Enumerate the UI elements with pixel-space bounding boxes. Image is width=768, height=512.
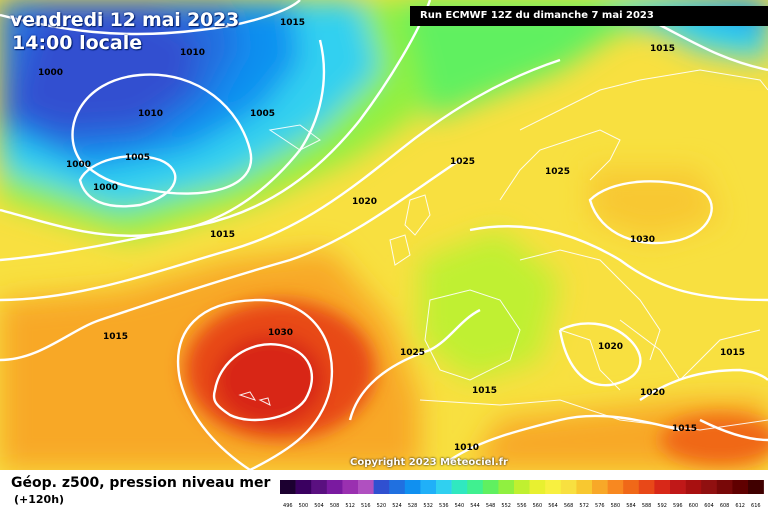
legend-tick-label: 580 <box>611 503 621 509</box>
legend-tick-label: 568 <box>564 503 574 509</box>
isobar-value-label: 1015 <box>672 424 697 434</box>
legend-tick-label: 600 <box>689 503 699 509</box>
model-run-info: Run ECMWF 12Z du dimanche 7 mai 2023 <box>410 6 768 26</box>
isobar-value-label: 1015 <box>650 44 675 54</box>
legend-tick-label: 592 <box>657 503 667 509</box>
legend-tick-label: 516 <box>361 503 371 509</box>
isobar-value-label: 1015 <box>472 386 497 396</box>
legend-tick-label: 612 <box>735 503 745 509</box>
forecast-lead-time: (+120h) <box>14 493 65 506</box>
legend-color-swatch <box>482 480 499 494</box>
legend-tick-label: 504 <box>314 503 324 509</box>
legend-tick-label: 520 <box>377 503 387 509</box>
legend-tick-label: 616 <box>751 503 761 509</box>
isobar-value-label: 1010 <box>180 48 205 58</box>
isobar-value-label: 1020 <box>352 197 377 207</box>
isobar-value-label: 1000 <box>66 160 91 170</box>
legend-color-swatch <box>701 480 718 494</box>
isobar-value-label: 1005 <box>125 153 150 163</box>
legend-tick-label: 556 <box>517 503 527 509</box>
forecast-time: 14:00 locale <box>12 32 143 54</box>
isobar-value-label: 1015 <box>280 18 305 28</box>
legend-tick-label: 536 <box>439 503 449 509</box>
isobars <box>0 0 768 470</box>
legend-tick-label: 532 <box>423 503 433 509</box>
legend-color-swatch <box>467 480 484 494</box>
forecast-date: vendredi 12 mai 2023 <box>10 9 240 31</box>
legend-color-swatch <box>748 480 764 494</box>
legend-color-swatch <box>623 480 640 494</box>
legend-color-swatch <box>514 480 530 494</box>
legend-tick-label: 564 <box>548 503 558 509</box>
legend-color-swatch <box>670 480 686 494</box>
legend-tick-label: 544 <box>470 503 480 509</box>
copyright-notice: Copyright 2023 Meteociel.fr <box>350 457 508 468</box>
legend-tick-label: 584 <box>626 503 636 509</box>
weather-map: 1015 1010 1000 1010 1005 1000 1005 1000 1015 1020… <box>0 0 768 470</box>
isobar-value-label: 1020 <box>640 388 665 398</box>
legend-color-swatch <box>545 480 562 494</box>
legend-tick-label: 608 <box>720 503 730 509</box>
legend-tick-label: 508 <box>330 503 340 509</box>
legend-color-swatch <box>420 480 437 494</box>
legend-tick-label: 576 <box>595 503 605 509</box>
legend-tick-label: 524 <box>392 503 402 509</box>
legend-color-swatch <box>311 480 328 494</box>
isobar-value-label: 1010 <box>138 109 163 119</box>
legend-color-swatch <box>389 480 406 494</box>
legend-tick-label: 572 <box>579 503 589 509</box>
legend-color-swatch <box>638 480 655 494</box>
legend-tick-label: 548 <box>486 503 496 509</box>
isobar-value-label: 1010 <box>454 443 479 453</box>
legend-color-swatch <box>358 480 374 494</box>
legend-color-swatch <box>654 480 671 494</box>
isobar-value-label: 1030 <box>268 328 293 338</box>
z500-field <box>0 0 768 470</box>
legend-color-swatch <box>342 480 359 494</box>
color-scale-legend: 496 500 504 508 512 516 520 524 528 532 536 540 544 5… <box>280 480 764 509</box>
legend-color-swatch <box>404 480 421 494</box>
legend-color-swatch <box>498 480 515 494</box>
legend-color-swatch <box>716 480 733 494</box>
legend-tick-label: 512 <box>345 503 355 509</box>
legend-color-swatch <box>560 480 577 494</box>
legend-color-swatch <box>280 480 296 494</box>
isobar-value-label: 1005 <box>250 109 275 119</box>
legend-color-swatch <box>451 480 468 494</box>
map-variable-title: Géop. z500, pression niveau mer <box>11 475 271 491</box>
legend-tick-label: 560 <box>533 503 543 509</box>
legend-color-swatch <box>576 480 593 494</box>
legend-tick-label: 528 <box>408 503 418 509</box>
isobar-value-label: 1000 <box>93 183 118 193</box>
legend-color-swatch <box>685 480 702 494</box>
isobar-value-label: 1015 <box>210 230 235 240</box>
isobar-value-label: 1015 <box>103 332 128 342</box>
legend-color-swatch <box>607 480 624 494</box>
legend-color-swatch <box>326 480 343 494</box>
legend-tick-label: 540 <box>455 503 465 509</box>
legend-tick-label: 500 <box>299 503 309 509</box>
isobar-value-label: 1030 <box>630 235 655 245</box>
isobar-value-label: 1025 <box>400 348 425 358</box>
isobar-value-label: 1025 <box>450 157 475 167</box>
isobar-value-label: 1000 <box>38 68 63 78</box>
legend-color-swatch <box>529 480 546 494</box>
legend-color-swatch <box>295 480 312 494</box>
legend-tick-label: 496 <box>283 503 293 509</box>
legend-tick-label: 552 <box>501 503 511 509</box>
isobar-value-label: 1020 <box>598 342 623 352</box>
legend-tick-label: 604 <box>704 503 714 509</box>
legend-color-swatch <box>436 480 452 494</box>
legend-color-swatch <box>592 480 608 494</box>
legend-tick-label: 596 <box>673 503 683 509</box>
legend-color-swatch <box>373 480 390 494</box>
isobar-value-label: 1025 <box>545 167 570 177</box>
legend-tick-label: 588 <box>642 503 652 509</box>
legend-color-swatch <box>732 480 749 494</box>
isobar-value-label: 1015 <box>720 348 745 358</box>
